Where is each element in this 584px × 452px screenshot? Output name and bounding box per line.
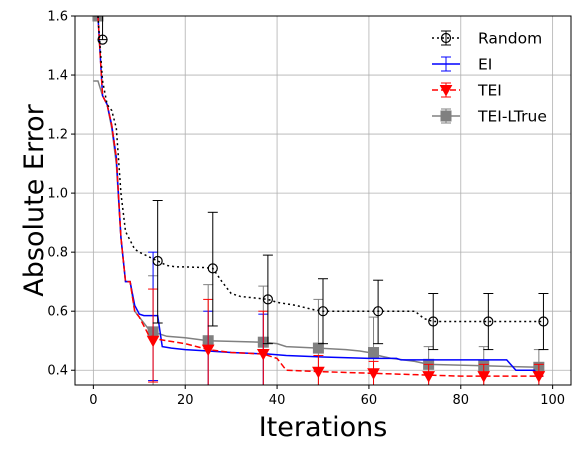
y-tick-label: 0.6 <box>47 305 68 320</box>
data-point-tei <box>146 335 160 348</box>
legend-item-tei-ltrue: TEI-LTrue <box>432 108 547 126</box>
legend-label-ei: EI <box>478 56 492 74</box>
legend: Random EI TEI TEI-LTrue <box>432 30 547 126</box>
legend-marker-tei-ltrue <box>440 110 452 122</box>
series-random <box>97 16 549 351</box>
data-point-random <box>207 263 218 274</box>
y-axis-label: Absolute Error <box>19 103 50 296</box>
axis-ticks: 0 20 40 60 80 100 0.4 0.6 0.8 1.0 1.2 1.4 1.6 <box>47 10 565 409</box>
data-point-random <box>317 306 329 317</box>
x-tick-label: 20 <box>177 393 194 408</box>
y-tick-label: 0.8 <box>47 246 68 261</box>
data-point-tei <box>532 371 546 383</box>
data-point-random <box>152 255 163 267</box>
x-axis-label: Iterations <box>259 412 388 443</box>
legend-marker-random <box>440 32 452 44</box>
x-tick-label: 60 <box>361 393 378 408</box>
legend-item-ei: EI <box>432 56 492 74</box>
series-line-random <box>97 16 544 323</box>
data-point-tei-ltrue <box>312 342 324 354</box>
series-line-ei <box>97 16 544 377</box>
series-tei-ltrue <box>92 16 545 385</box>
legend-marker-tei <box>439 85 453 97</box>
data-point-random <box>428 316 439 327</box>
data-point-tei <box>312 366 325 379</box>
data-point-random <box>483 316 494 327</box>
legend-label-tei: TEI <box>477 82 502 100</box>
series-layer <box>92 16 549 385</box>
y-tick-label: 1.0 <box>47 187 68 202</box>
data-point-random <box>262 294 273 305</box>
series-tei <box>97 16 546 385</box>
legend-label-tei-ltrue: TEI-LTrue <box>477 108 547 126</box>
plot-frame <box>74 15 572 386</box>
y-tick-label: 0.4 <box>47 364 68 379</box>
data-point-tei <box>422 371 435 383</box>
data-point-tei-ltrue <box>368 347 380 359</box>
legend-label-random: Random <box>478 30 542 48</box>
y-tick-label: 1.6 <box>47 10 68 25</box>
x-tick-label: 40 <box>269 393 286 408</box>
y-tick-label: 1.4 <box>47 69 68 84</box>
legend-item-tei: TEI <box>432 82 502 100</box>
data-point-tei <box>477 371 491 383</box>
series-line-tei <box>97 16 544 377</box>
x-tick-label: 0 <box>89 393 97 408</box>
data-point-random <box>538 316 549 327</box>
y-tick-label: 1.2 <box>47 128 68 143</box>
data-point-tei <box>256 349 270 361</box>
x-tick-label: 80 <box>453 393 470 408</box>
data-point-tei <box>201 344 215 357</box>
data-point-tei <box>367 368 380 380</box>
x-tick-label: 100 <box>540 393 565 408</box>
series-ei <box>97 16 544 385</box>
legend-item-random: Random <box>432 30 542 48</box>
data-point-random <box>373 306 384 317</box>
data-point-random <box>97 34 108 45</box>
